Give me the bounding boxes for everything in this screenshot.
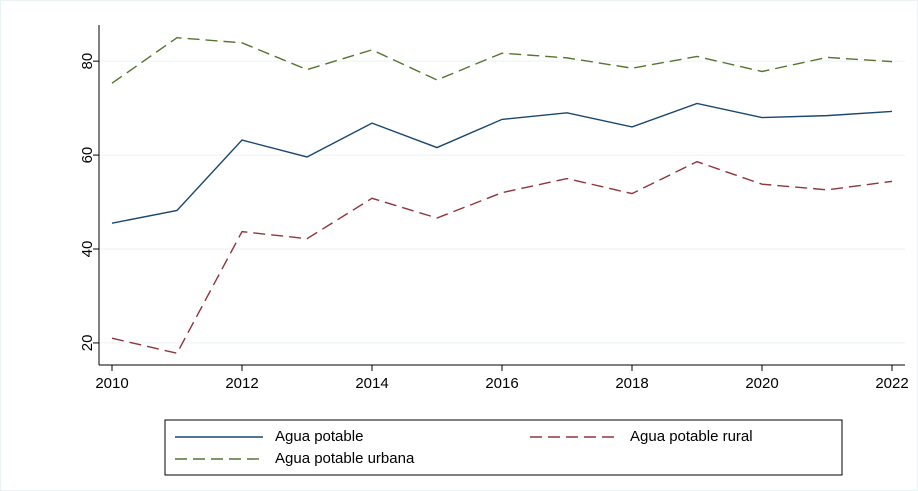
y-tick-label: 20 bbox=[79, 335, 96, 352]
legend-box bbox=[164, 419, 843, 476]
series-line bbox=[111, 102, 893, 224]
legend-label: Agua potable rural bbox=[630, 428, 753, 445]
x-tick-label: 2010 bbox=[95, 375, 128, 392]
x-tick-label: 2018 bbox=[615, 375, 648, 392]
legend-label: Agua potable urbana bbox=[275, 450, 415, 467]
series-line bbox=[111, 36, 893, 84]
y-tick-label: 80 bbox=[79, 53, 96, 70]
x-tick-label: 2014 bbox=[355, 375, 388, 392]
x-tick-label: 2022 bbox=[875, 375, 908, 392]
series-line bbox=[111, 160, 893, 355]
y-tick-label: 40 bbox=[79, 241, 96, 258]
legend-label: Agua potable bbox=[275, 428, 363, 445]
x-tick-label: 2012 bbox=[225, 375, 258, 392]
y-tick-label: 60 bbox=[79, 147, 96, 164]
x-tick-label: 2020 bbox=[745, 375, 778, 392]
x-tick-label: 2016 bbox=[485, 375, 518, 392]
